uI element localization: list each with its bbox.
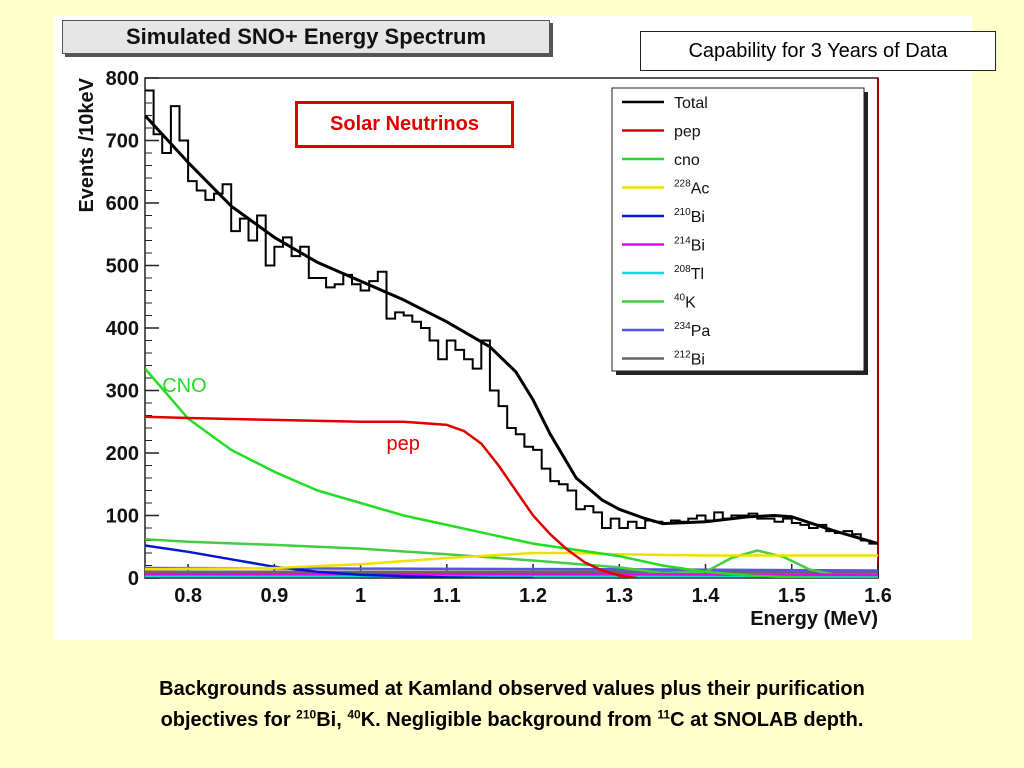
y-tick-label: 0 [128, 568, 139, 590]
y-tick-label: 100 [106, 506, 139, 528]
series-bi-line [145, 570, 878, 574]
bi-mass-number: 210 [296, 707, 317, 722]
legend-entry: 208Tl [674, 264, 704, 283]
legend-symbol: K [685, 295, 696, 312]
data-histogram [145, 89, 878, 545]
legend-entry: 210Bi [674, 207, 705, 226]
series-cno-line [145, 367, 878, 578]
legend-entry: 212Bi [674, 350, 705, 369]
k-symbol: K. Negligible background from [360, 709, 658, 731]
legend-entry: 234Pa [674, 321, 710, 340]
legend-mass-number: 208 [674, 264, 691, 275]
x-tick-label: 0.9 [260, 585, 288, 607]
x-tick-label: 1.4 [692, 585, 721, 607]
solar-neutrinos-label: Solar Neutrinos [295, 101, 514, 148]
y-tick-label: 500 [106, 256, 139, 278]
y-tick-label: 400 [106, 318, 139, 340]
legend-mass-number: 228 [674, 179, 691, 190]
x-tick-label: 1 [355, 585, 366, 607]
caption-line-1: Backgrounds assumed at Kamland observed … [159, 678, 865, 700]
x-tick-label: 1.6 [864, 585, 892, 607]
c-mass-number: 11 [657, 707, 671, 722]
annotation-pep: pep [386, 433, 419, 455]
c-symbol: C at SNOLAB depth. [670, 709, 864, 731]
legend-symbol: Bi [691, 352, 705, 369]
bi-symbol: Bi, [316, 709, 348, 731]
legend-symbol: Pa [691, 323, 711, 340]
legend-entry: cno [674, 152, 700, 169]
legend-box [611, 87, 865, 372]
series-ac-line [145, 551, 878, 571]
x-tick-label: 1.3 [605, 585, 633, 607]
legend-entry: Total [674, 95, 708, 112]
legend-entry: pep [674, 124, 701, 141]
legend-symbol: Ac [691, 181, 710, 198]
caption-line-2-prefix: objectives for [160, 709, 297, 731]
y-tick-label: 600 [106, 193, 139, 215]
y-tick-label: 700 [106, 131, 139, 153]
series-pep-line [145, 415, 637, 578]
y-tick-label: 200 [106, 443, 139, 465]
legend-symbol: Bi [691, 238, 705, 255]
legend-entry: 228Ac [674, 179, 709, 198]
annotation-cno: CNO [162, 375, 206, 397]
series-total-line [145, 114, 878, 546]
chart-title: Simulated SNO+ Energy Spectrum [62, 20, 550, 54]
legend-entry: 214Bi [674, 236, 705, 255]
legend-mass-number: 214 [674, 236, 691, 247]
x-tick-label: 0.8 [174, 585, 202, 607]
x-tick-label: 1.5 [778, 585, 806, 607]
legend-symbol: Tl [691, 266, 704, 283]
legend-mass-number: 234 [674, 321, 691, 332]
y-tick-label: 300 [106, 381, 139, 403]
legend-mass-number: 212 [674, 350, 691, 361]
x-axis-label: Energy (MeV) [750, 608, 878, 630]
x-tick-label: 1.1 [433, 585, 461, 607]
series-bi-line [145, 573, 878, 577]
legend-symbol: Bi [691, 209, 705, 226]
series-group [145, 89, 878, 578]
legend-entry: 40K [674, 293, 696, 312]
capability-note: Capability for 3 Years of Data [640, 31, 996, 71]
series-bi-line [145, 544, 534, 578]
legend-mass-number: 40 [674, 293, 686, 304]
y-axis-label: Events /10keV [76, 77, 98, 212]
caption: Backgrounds assumed at Kamland observed … [40, 674, 984, 736]
legend-mass-number: 210 [674, 207, 691, 218]
k-mass-number: 40 [347, 707, 361, 722]
series-k-line [145, 538, 878, 578]
x-tick-label: 1.2 [519, 585, 547, 607]
y-tick-label: 800 [106, 68, 139, 90]
